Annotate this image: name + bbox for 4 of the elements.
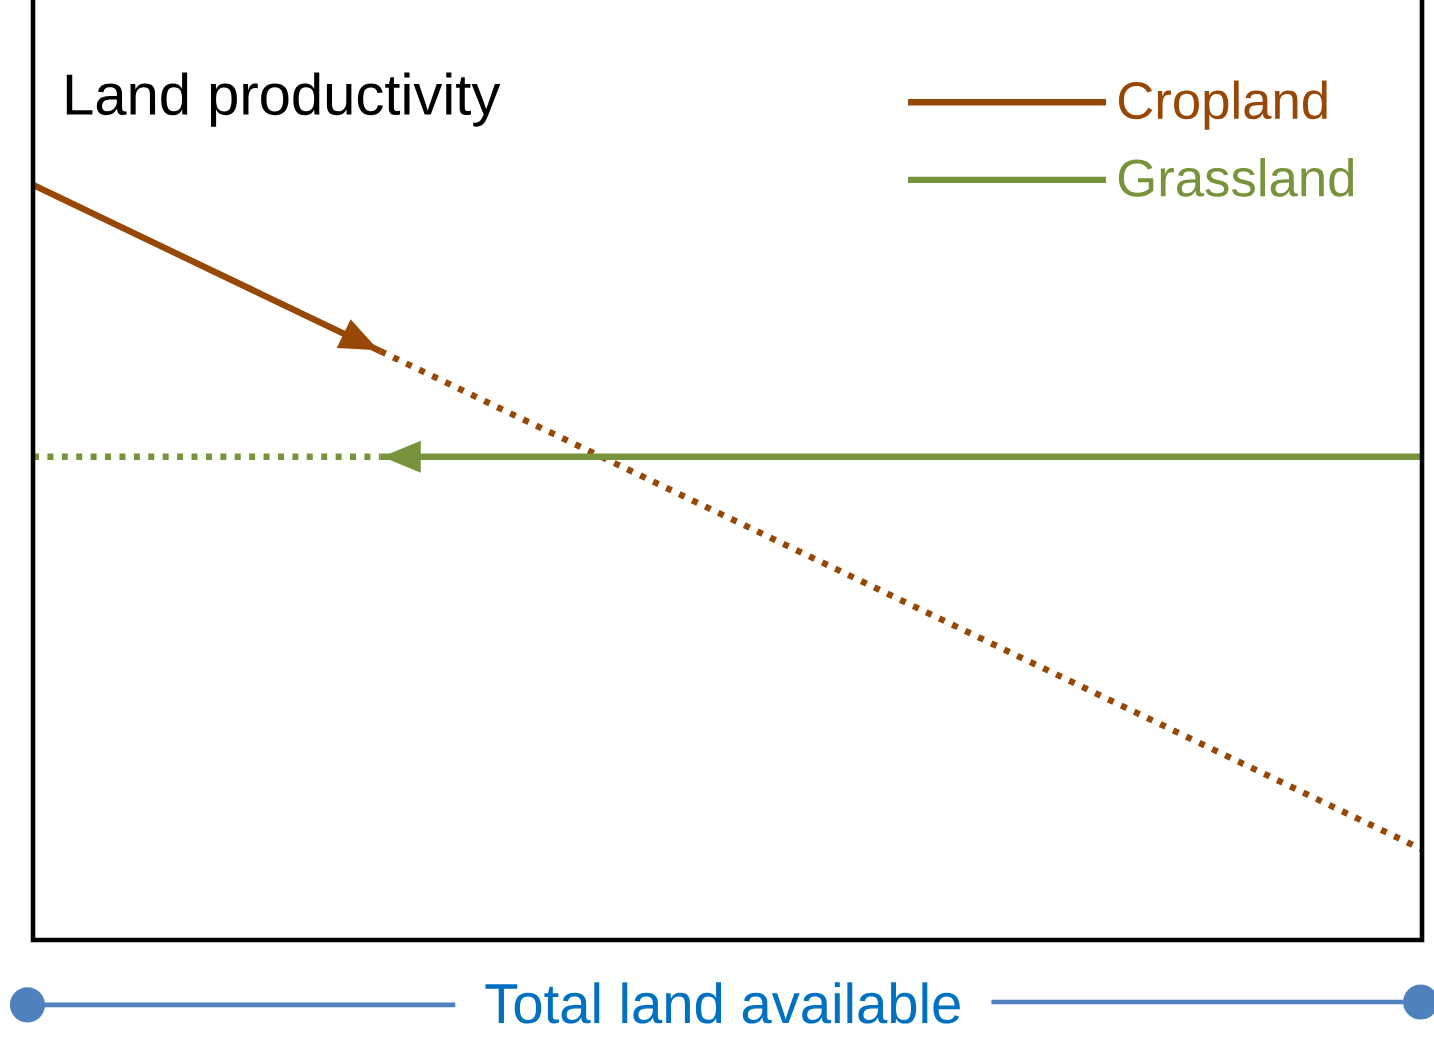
y-axis-title: Land productivity	[66, 72, 501, 127]
legend-label: Grassland	[1118, 158, 1354, 197]
legend-label: Cropland	[1118, 80, 1327, 130]
x-axis-title: Total land available	[485, 982, 960, 1024]
